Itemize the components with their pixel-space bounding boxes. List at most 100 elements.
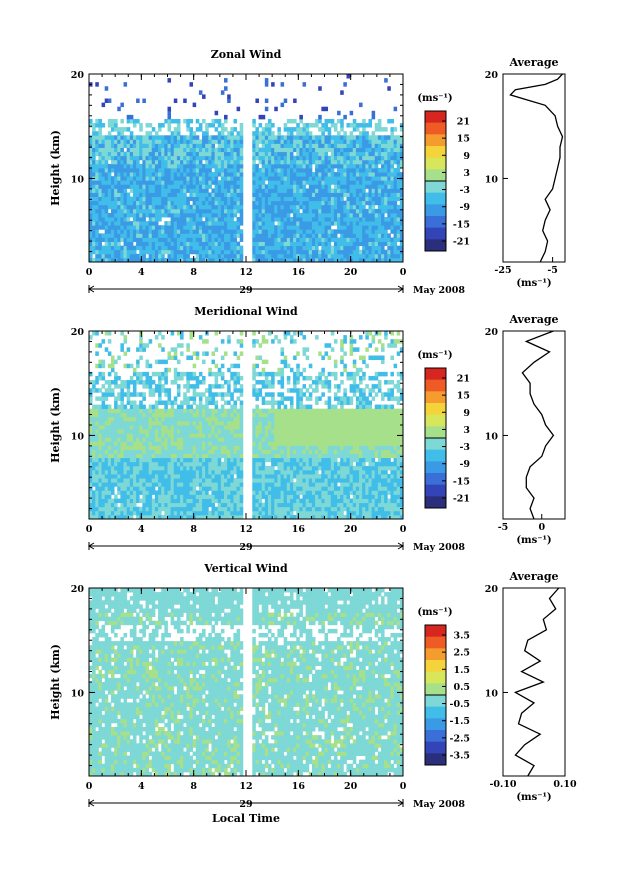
heatmap-cell	[132, 474, 137, 479]
heatmap-cell	[311, 188, 316, 193]
heatmap-cell	[327, 257, 332, 263]
heatmap-cell	[311, 196, 316, 202]
heatmap-cell	[101, 514, 106, 520]
heatmap-cell	[142, 229, 146, 234]
heatmap-cell	[129, 490, 134, 495]
heatmap-cell	[173, 147, 178, 153]
heatmap-cell	[189, 229, 194, 234]
heatmap-cell	[255, 200, 259, 206]
heatmap-cell	[224, 253, 228, 259]
heatmap-cell	[192, 384, 197, 389]
heatmap-cell	[167, 139, 172, 144]
heatmap-cell	[365, 192, 369, 198]
heatmap-cell	[220, 176, 225, 181]
heatmap-cell	[183, 478, 187, 483]
heatmap-cell	[252, 151, 256, 157]
heatmap-cell	[104, 237, 109, 242]
heatmap-cell	[349, 253, 354, 259]
heatmap-cell	[101, 412, 106, 418]
heatmap-cell	[120, 237, 124, 242]
heatmap-cell	[311, 172, 316, 177]
heatmap-cell	[148, 388, 153, 393]
heatmap-cell	[89, 229, 93, 234]
day-label: 29	[239, 285, 253, 296]
heatmap-cell	[346, 139, 351, 144]
heatmap-cell	[299, 249, 303, 255]
heatmap-cell	[167, 510, 172, 516]
heatmap-cell	[352, 208, 357, 214]
heatmap-cell	[371, 131, 376, 136]
heatmap-cell	[368, 208, 372, 214]
heatmap-cell	[173, 351, 178, 356]
heatmap-cell	[176, 478, 181, 483]
heatmap-cell	[374, 151, 379, 157]
heatmap-cell	[217, 217, 222, 222]
heatmap-cell	[399, 204, 404, 210]
heatmap-cell	[148, 465, 153, 471]
heatmap-cell	[107, 184, 112, 189]
heatmap-cell	[170, 461, 175, 467]
heatmap-cell	[286, 241, 291, 247]
heatmap-cell	[170, 196, 175, 202]
heatmap-cell	[362, 249, 366, 255]
heatmap-cell	[198, 225, 203, 230]
heatmap-cell	[192, 176, 197, 181]
heatmap-cell	[170, 229, 175, 234]
heatmap-cell	[132, 433, 137, 438]
heatmap-cell	[154, 420, 159, 426]
heatmap-cell	[167, 453, 172, 459]
heatmap-cell	[189, 384, 194, 389]
heatmap-cell	[346, 184, 351, 189]
heatmap-cell	[139, 506, 143, 512]
heatmap-cell	[104, 449, 109, 455]
heatmap-cell	[173, 180, 178, 185]
heatmap-cell	[255, 249, 259, 255]
heatmap-cell	[330, 176, 335, 181]
heatmap-cell	[101, 486, 106, 491]
heatmap-cell	[158, 510, 162, 516]
heatmap-cell	[384, 221, 388, 226]
heatmap-cell	[302, 257, 307, 263]
heatmap-cell	[158, 465, 162, 471]
heatmap-cell	[359, 135, 363, 140]
heatmap-cell	[205, 192, 209, 198]
heatmap-cell	[286, 208, 291, 214]
heatmap-cell	[346, 176, 351, 181]
heatmap-cell	[123, 237, 128, 242]
heatmap-cell	[161, 486, 165, 491]
heatmap-cell	[107, 420, 112, 426]
heatmap-cell	[277, 184, 281, 189]
heatmap-cell	[95, 486, 99, 491]
heatmap-cell	[151, 200, 156, 206]
heatmap-cell	[267, 229, 272, 234]
heatmap-cell	[151, 420, 156, 426]
heatmap-cell	[154, 465, 159, 471]
heatmap-cell	[205, 400, 209, 405]
heatmap-cell	[110, 245, 115, 251]
heatmap-cell	[371, 135, 376, 140]
heatmap-cell	[214, 176, 219, 181]
heatmap-cell	[274, 188, 278, 193]
heatmap-cell	[183, 155, 187, 161]
heatmap-cell	[224, 168, 228, 173]
heatmap-cell	[318, 184, 322, 189]
heatmap-cell	[129, 176, 134, 181]
heatmap-cell	[230, 461, 234, 467]
heatmap-cell	[399, 212, 404, 218]
heatmap-cell	[315, 253, 319, 259]
heatmap-cell	[189, 245, 194, 251]
heatmap-cell	[107, 490, 112, 495]
heatmap-cell	[123, 465, 128, 471]
heatmap-cell	[192, 217, 197, 222]
heatmap-cell	[192, 437, 197, 442]
heatmap-cell	[176, 192, 181, 198]
heatmap-cell	[132, 118, 137, 124]
heatmap-cell	[92, 449, 96, 455]
heatmap-cell	[327, 147, 332, 153]
heatmap-cell	[129, 184, 134, 189]
heatmap-cell	[289, 118, 294, 124]
heatmap-cell	[274, 208, 278, 214]
heatmap-cell	[340, 188, 344, 193]
heatmap-cell	[233, 176, 237, 181]
heatmap-cell	[120, 221, 124, 226]
